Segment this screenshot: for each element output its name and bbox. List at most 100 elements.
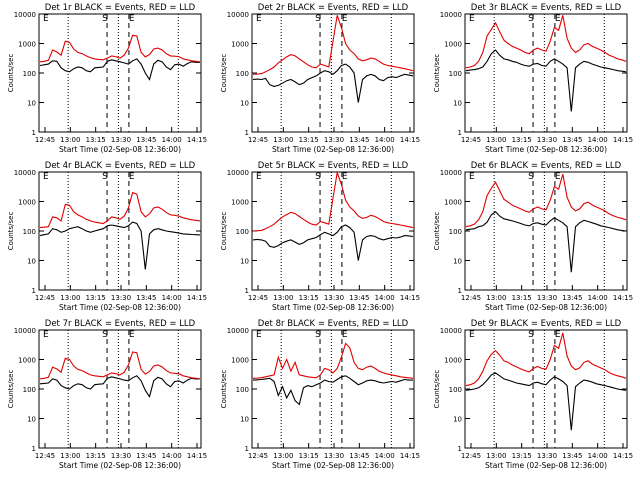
x-tick-label: 13:00 <box>486 452 506 460</box>
panel-title: Det 7r BLACK = Events, RED = LLD <box>45 319 196 329</box>
marker-label: E <box>43 172 49 182</box>
y-tick-label: 100 <box>23 228 36 236</box>
y-tick-label: 100 <box>449 70 462 78</box>
panel-3: Det 3r BLACK = Events, RED = LLD 1 10 100 10… <box>433 3 633 154</box>
x-tick-label: 13:30 <box>111 294 131 302</box>
marker-label: E <box>469 172 475 182</box>
series-lld-line <box>39 191 201 229</box>
x-tick-label: 13:30 <box>537 294 557 302</box>
x-tick-label: 14:00 <box>162 294 182 302</box>
y-tick-label: 100 <box>236 70 249 78</box>
y-tick-label: 1000 <box>18 357 36 365</box>
x-tick-label: 12:45 <box>35 452 55 460</box>
y-tick-label: 1000 <box>444 41 462 49</box>
panel-9: Det 9r BLACK = Events, RED = LLD 1 10 100 10… <box>433 319 633 470</box>
y-tick-label: 10000 <box>227 11 249 19</box>
y-tick-label: 10000 <box>440 11 462 19</box>
marker-label: E <box>342 14 348 24</box>
x-axis-label: Start Time (02-Sep-08 12:36:00) <box>485 303 607 312</box>
marker-label: E <box>342 330 348 340</box>
panel-title: Det 2r BLACK = Events, RED = LLD <box>258 3 409 13</box>
marker-label: E <box>342 172 348 182</box>
x-tick-label: 12:45 <box>248 452 268 460</box>
x-tick-label: 14:00 <box>588 452 608 460</box>
y-tick-label: 1000 <box>231 199 249 207</box>
series-lld-line <box>465 332 627 387</box>
x-tick-label: 13:00 <box>486 136 506 144</box>
marker-label: S <box>315 14 321 24</box>
y-axis-label: Counts/sec <box>7 212 15 251</box>
series-lld-line <box>252 170 414 232</box>
x-tick-label: 14:15 <box>400 136 420 144</box>
x-tick-label: 14:00 <box>375 136 395 144</box>
y-tick-label: 100 <box>236 228 249 236</box>
y-tick-label: 10 <box>453 258 462 266</box>
x-tick-label: 13:45 <box>136 136 156 144</box>
x-tick-label: 14:00 <box>162 452 182 460</box>
marker-label: E <box>256 172 262 182</box>
x-tick-label: 14:00 <box>375 294 395 302</box>
plot-frame <box>251 171 415 291</box>
panel-title: Det 5r BLACK = Events, RED = LLD <box>258 161 409 171</box>
series-events-line <box>465 210 627 273</box>
x-tick-label: 13:15 <box>299 452 319 460</box>
x-axis-label: Start Time (02-Sep-08 12:36:00) <box>485 145 607 154</box>
x-tick-label: 14:00 <box>588 136 608 144</box>
panel-title: Det 6r BLACK = Events, RED = LLD <box>471 161 622 171</box>
y-tick-label: 1 <box>458 287 462 295</box>
x-axis-label: Start Time (02-Sep-08 12:36:00) <box>272 303 394 312</box>
marker-label: S <box>315 172 321 182</box>
y-tick-label: 1 <box>245 287 249 295</box>
x-tick-label: 13:00 <box>60 136 80 144</box>
x-tick-label: 13:00 <box>273 294 293 302</box>
series-lld-line <box>252 342 414 379</box>
x-tick-label: 13:45 <box>349 136 369 144</box>
y-tick-label: 100 <box>23 386 36 394</box>
x-tick-label: 14:15 <box>187 452 207 460</box>
marker-label: E <box>256 14 262 24</box>
series-lld-line <box>465 15 627 69</box>
series-events-line <box>39 58 200 81</box>
y-tick-label: 10 <box>27 100 36 108</box>
series-events-line <box>465 372 627 431</box>
marker-label: S <box>102 330 108 340</box>
marker-label: S <box>528 330 534 340</box>
y-tick-label: 10 <box>27 416 36 424</box>
x-tick-label: 14:15 <box>613 136 633 144</box>
x-tick-label: 13:15 <box>86 294 106 302</box>
plot-frame <box>38 13 202 133</box>
marker-label: E <box>256 330 262 340</box>
y-tick-label: 10 <box>240 100 249 108</box>
marker-label: S <box>528 172 534 182</box>
x-tick-label: 13:15 <box>299 136 319 144</box>
series-events-line <box>465 49 627 112</box>
y-tick-label: 10000 <box>14 327 36 335</box>
y-tick-label: 1 <box>32 445 36 453</box>
marker-label: S <box>528 14 534 24</box>
marker-label: S <box>102 14 108 24</box>
x-tick-label: 13:15 <box>512 452 532 460</box>
y-axis-label: Counts/sec <box>433 212 441 251</box>
x-tick-label: 13:00 <box>60 452 80 460</box>
x-tick-label: 14:15 <box>400 294 420 302</box>
marker-label: E <box>129 14 135 24</box>
y-tick-label: 10 <box>240 258 249 266</box>
marker-label: E <box>469 14 475 24</box>
y-tick-label: 1 <box>458 445 462 453</box>
y-tick-label: 100 <box>23 70 36 78</box>
marker-label: E <box>555 172 561 182</box>
x-tick-label: 12:45 <box>248 294 268 302</box>
series-lld-line <box>39 34 201 63</box>
x-tick-label: 14:15 <box>613 294 633 302</box>
series-events-line <box>252 224 414 261</box>
y-tick-label: 10000 <box>440 169 462 177</box>
y-tick-label: 10000 <box>227 169 249 177</box>
x-tick-label: 14:00 <box>162 136 182 144</box>
marker-label: E <box>555 330 561 340</box>
panel-8: Det 8r BLACK = Events, RED = LLD 1 10 100 10… <box>220 319 420 470</box>
series-events-line <box>252 375 413 406</box>
y-tick-label: 100 <box>236 386 249 394</box>
y-tick-label: 100 <box>449 386 462 394</box>
y-tick-label: 10 <box>453 416 462 424</box>
panel-6: Det 6r BLACK = Events, RED = LLD 1 10 100 10… <box>433 161 633 312</box>
